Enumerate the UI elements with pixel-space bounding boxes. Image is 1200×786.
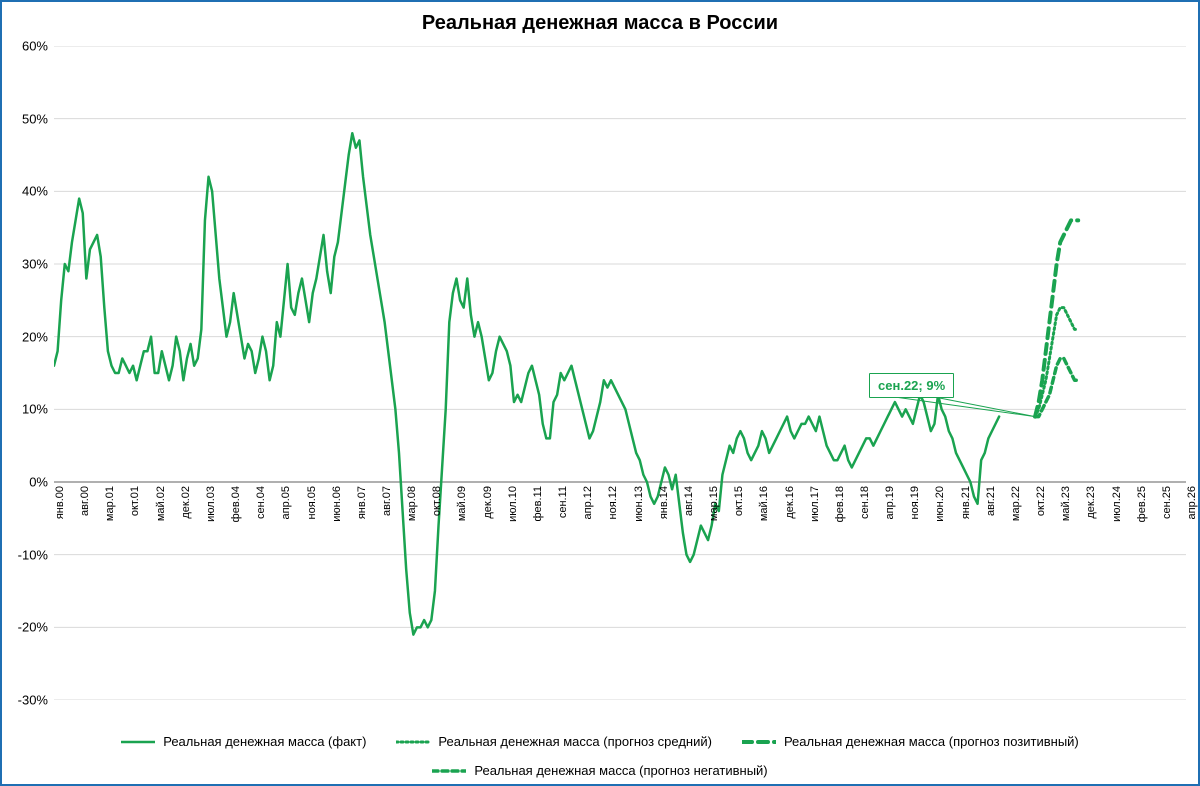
y-tick-label: 40%: [22, 184, 48, 199]
x-tick-label: сен.11: [557, 486, 569, 518]
legend-label: Реальная денежная масса (факт): [163, 734, 366, 749]
x-tick-label: авг.07: [381, 486, 393, 516]
x-tick-label: апр.26: [1186, 486, 1198, 519]
x-tick-label: авг.14: [683, 486, 695, 516]
chart-title: Реальная денежная масса в России: [2, 2, 1198, 39]
y-tick-label: 60%: [22, 39, 48, 54]
y-tick-label: -20%: [18, 620, 48, 635]
callout-label: сен.22; 9%: [869, 373, 954, 398]
x-tick-label: окт.08: [431, 486, 443, 516]
x-tick-label: окт.22: [1035, 486, 1047, 516]
x-tick-label: апр.05: [280, 486, 292, 519]
x-tick-label: май.02: [155, 486, 167, 521]
x-tick-label: июл.10: [507, 486, 519, 522]
x-tick-label: май.16: [758, 486, 770, 521]
x-tick-label: мар.08: [406, 486, 418, 521]
x-tick-label: апр.19: [884, 486, 896, 519]
x-tick-label: июл.24: [1111, 486, 1123, 522]
x-tick-label: сен.04: [255, 486, 267, 519]
x-tick-label: апр.12: [582, 486, 594, 519]
legend: Реальная денежная масса (факт) Реальная д…: [2, 734, 1198, 778]
chart-svg: [54, 46, 1186, 700]
y-tick-label: -10%: [18, 547, 48, 562]
legend-swatch: [121, 736, 155, 748]
series-forecast_neg: [1035, 358, 1078, 416]
x-tick-label: ноя.19: [909, 486, 921, 519]
x-tick-label: окт.15: [733, 486, 745, 516]
legend-label: Реальная денежная масса (прогноз позитив…: [784, 734, 1079, 749]
legend-item-forecast_pos: Реальная денежная масса (прогноз позитив…: [742, 734, 1079, 749]
x-tick-label: июл.17: [809, 486, 821, 522]
y-tick-label: -30%: [18, 693, 48, 708]
x-tick-label: янв.00: [54, 486, 66, 519]
x-tick-label: янв.21: [960, 486, 972, 519]
chart-container: Реальная денежная масса в России -30%-20…: [0, 0, 1200, 786]
x-tick-label: авг.00: [79, 486, 91, 516]
x-tick-label: сен.18: [859, 486, 871, 519]
y-tick-label: 20%: [22, 329, 48, 344]
x-tick-label: мар.01: [104, 486, 116, 521]
x-tick-label: янв.14: [658, 486, 670, 519]
legend-item-forecast_neg: Реальная денежная масса (прогноз негатив…: [432, 763, 767, 778]
legend-item-forecast_mid: Реальная денежная масса (прогноз средний…: [396, 734, 712, 749]
x-tick-label: фев.11: [532, 486, 544, 522]
legend-swatch: [432, 765, 466, 777]
legend-label: Реальная денежная масса (прогноз негатив…: [474, 763, 767, 778]
x-tick-label: ноя.05: [306, 486, 318, 519]
x-tick-label: янв.07: [356, 486, 368, 519]
x-tick-label: окт.01: [129, 486, 141, 516]
x-tick-label: фев.25: [1136, 486, 1148, 522]
x-tick-label: фев.04: [230, 486, 242, 522]
x-tick-label: июн.13: [633, 486, 645, 522]
x-tick-label: июн.20: [934, 486, 946, 522]
x-tick-label: июл.03: [205, 486, 217, 522]
series-fact: [54, 133, 999, 634]
x-tick-label: сен.25: [1161, 486, 1173, 519]
legend-swatch: [396, 736, 430, 748]
x-tick-label: авг.21: [985, 486, 997, 516]
x-tick-label: дек.09: [482, 486, 494, 519]
y-tick-label: 10%: [22, 402, 48, 417]
x-tick-label: дек.16: [784, 486, 796, 519]
y-tick-label: 30%: [22, 257, 48, 272]
x-tick-label: дек.02: [180, 486, 192, 519]
x-tick-label: ноя.12: [607, 486, 619, 519]
legend-label: Реальная денежная масса (прогноз средний…: [438, 734, 712, 749]
x-tick-label: май.09: [456, 486, 468, 521]
x-tick-label: мар.22: [1010, 486, 1022, 521]
x-tick-label: дек.23: [1085, 486, 1097, 519]
legend-swatch: [742, 736, 776, 748]
y-tick-label: 50%: [22, 111, 48, 126]
plot-area: -30%-20%-10%0%10%20%30%40%50%60%янв.00ав…: [54, 46, 1186, 700]
x-tick-label: июн.06: [331, 486, 343, 522]
x-tick-label: мар.15: [708, 486, 720, 521]
y-tick-label: 0%: [29, 475, 48, 490]
x-tick-label: май.23: [1060, 486, 1072, 521]
x-tick-label: фев.18: [834, 486, 846, 522]
legend-item-fact: Реальная денежная масса (факт): [121, 734, 366, 749]
